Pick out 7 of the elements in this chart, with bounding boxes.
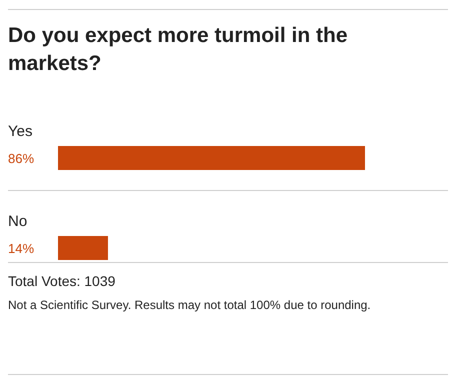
text: Not a Scientific Survey. Results may not total 100% due to rounding. (8, 297, 372, 314)
y-tick-label: Yes (8, 123, 32, 140)
chart-title: Do you expect more turmoil in the markets? (8, 23, 349, 77)
data-label: 86% (8, 151, 34, 166)
data-label: 14% (8, 241, 34, 256)
text: Total Votes: 1039 (8, 273, 116, 290)
y-tick-label: No (8, 213, 28, 230)
